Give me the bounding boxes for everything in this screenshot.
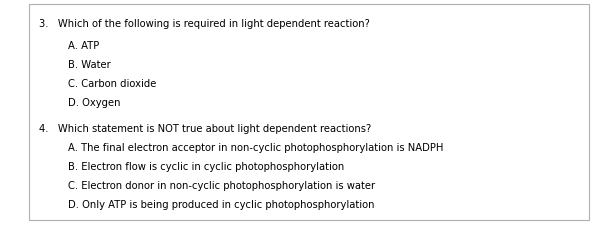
Text: 3.   Which of the following is required in light dependent reaction?: 3. Which of the following is required in…: [39, 19, 369, 29]
Text: D. Only ATP is being produced in cyclic photophosphorylation: D. Only ATP is being produced in cyclic …: [68, 199, 375, 209]
Text: A. The final electron acceptor in non-cyclic photophosphorylation is NADPH: A. The final electron acceptor in non-cy…: [68, 143, 444, 153]
Text: A. ATP: A. ATP: [68, 41, 100, 51]
Text: B. Electron flow is cyclic in cyclic photophosphorylation: B. Electron flow is cyclic in cyclic pho…: [68, 161, 345, 172]
Text: C. Carbon dioxide: C. Carbon dioxide: [68, 78, 157, 88]
Text: 4.   Which statement is NOT true about light dependent reactions?: 4. Which statement is NOT true about lig…: [39, 123, 371, 133]
Text: C. Electron donor in non-cyclic photophosphorylation is water: C. Electron donor in non-cyclic photopho…: [68, 180, 375, 190]
Text: D. Oxygen: D. Oxygen: [68, 97, 121, 107]
Text: B. Water: B. Water: [68, 60, 111, 70]
